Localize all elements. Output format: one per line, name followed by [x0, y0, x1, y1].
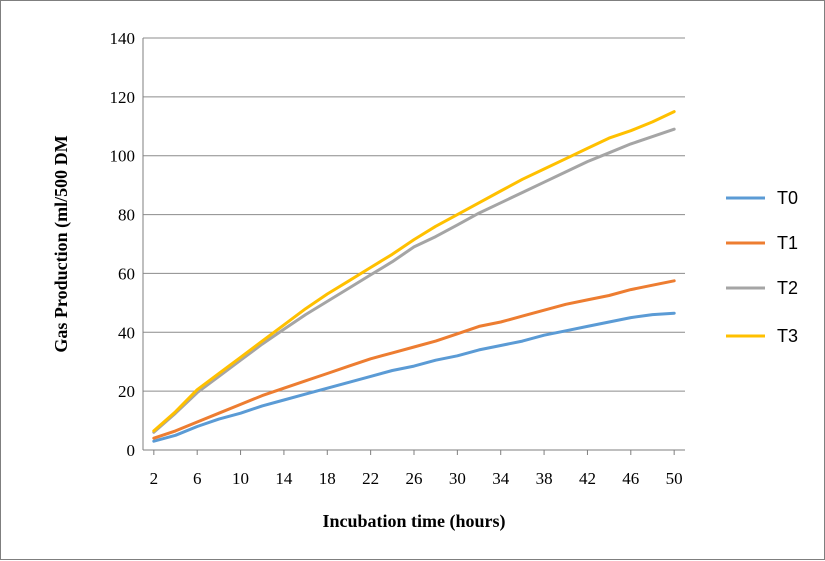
x-axis-label: Incubation time (hours)	[322, 511, 505, 532]
x-tick-label: 38	[536, 469, 553, 488]
series-lines	[152, 110, 676, 443]
x-tick-label: 10	[232, 469, 249, 488]
y-tick-label: 40	[118, 323, 135, 342]
legend-label-t3: T3	[777, 326, 798, 346]
x-tick-labels: 2 6 10 14 18 22 26 30 34 38 42 46 50	[150, 450, 683, 488]
x-tick-label: 2	[150, 469, 159, 488]
y-tick-label: 0	[127, 441, 136, 460]
legend-label-t2: T2	[777, 278, 798, 298]
x-tick-label: 34	[492, 469, 510, 488]
y-tick-labels: 0 20 40 60 80 100 120 140	[110, 29, 136, 460]
y-tick-label: 140	[110, 29, 136, 48]
x-tick-label: 42	[579, 469, 596, 488]
y-tick-label: 80	[118, 206, 135, 225]
x-tick-label: 50	[666, 469, 683, 488]
series-line-t0	[152, 311, 676, 443]
legend-label-t0: T0	[777, 188, 798, 208]
x-tick-label: 6	[193, 469, 202, 488]
legend: T0 T1 T2 T3	[726, 188, 798, 346]
x-tick-label: 14	[275, 469, 293, 488]
x-tick-label: 30	[449, 469, 466, 488]
y-axis-label: Gas Production (ml/500 DM	[51, 135, 72, 352]
y-tick-label: 100	[110, 147, 136, 166]
x-tick-label: 46	[622, 469, 639, 488]
series-line-t1	[152, 279, 676, 440]
legend-label-t1: T1	[777, 233, 798, 253]
x-tick-label: 18	[319, 469, 336, 488]
x-tick-label: 26	[406, 469, 423, 488]
gridlines	[142, 37, 685, 451]
y-tick-label: 20	[118, 382, 135, 401]
y-tick-label: 120	[110, 88, 136, 107]
series-line-t3	[152, 110, 676, 433]
series-line-t2	[152, 127, 676, 434]
y-tick-label: 60	[118, 264, 135, 283]
x-tick-label: 22	[362, 469, 379, 488]
